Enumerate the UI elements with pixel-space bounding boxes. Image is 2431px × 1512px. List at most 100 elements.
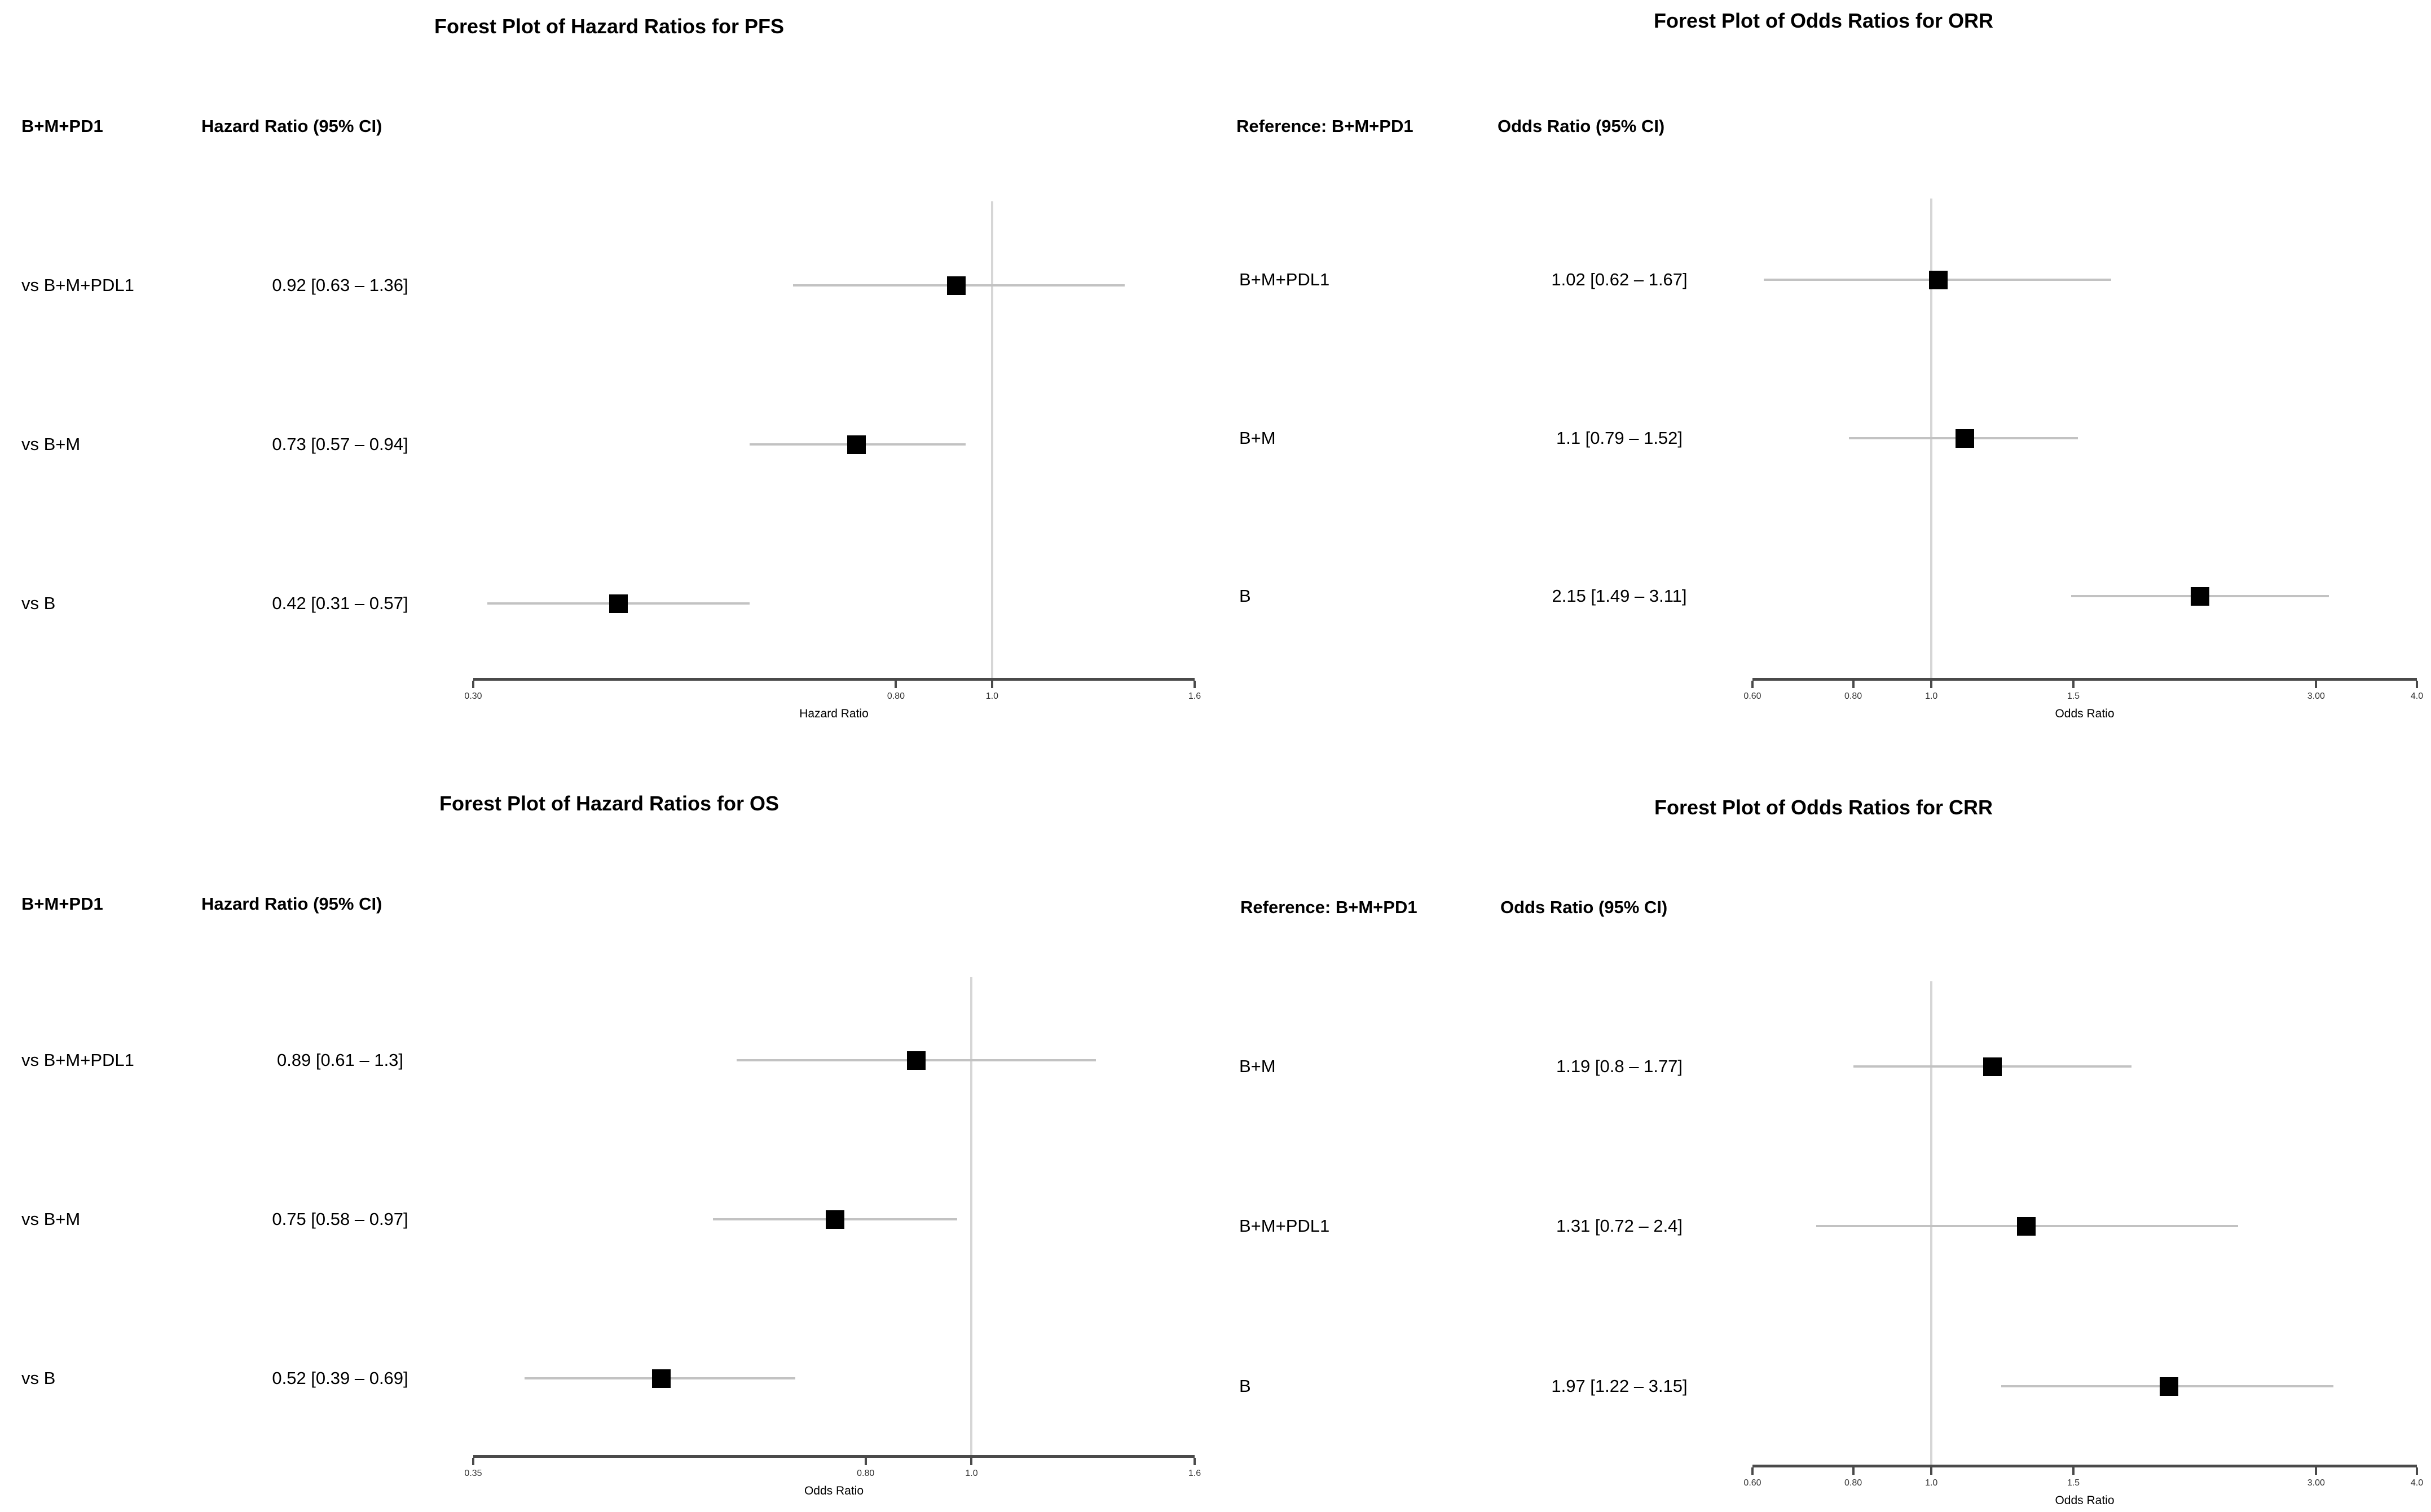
row-estimate-text: 1.1 [0.79 – 1.52] bbox=[1556, 428, 1683, 448]
axis-tick bbox=[2072, 1467, 2075, 1475]
axis-tick-label: 0.60 bbox=[1743, 1478, 1761, 1488]
column-header-estimate: Odds Ratio (95% CI) bbox=[1500, 897, 1668, 917]
row-label: B+M+PDL1 bbox=[1239, 270, 1330, 289]
chart-title: Forest Plot of Hazard Ratios for PFS bbox=[434, 15, 785, 38]
axis-tick bbox=[895, 681, 897, 688]
column-header-comparator: B+M+PD1 bbox=[21, 116, 103, 136]
row-estimate-text: 0.92 [0.63 – 1.36] bbox=[272, 275, 408, 295]
axis-tick-label: 0.60 bbox=[1743, 691, 1761, 701]
point-estimate-marker bbox=[847, 435, 866, 454]
column-header-comparator: Reference: B+M+PD1 bbox=[1240, 897, 1417, 917]
point-estimate-marker bbox=[2160, 1377, 2179, 1396]
chart-title: Forest Plot of Odds Ratios for ORR bbox=[1653, 9, 1994, 32]
axis-tick-label: 0.35 bbox=[464, 1469, 482, 1478]
forest-plot-os: Forest Plot of Hazard Ratios for OS B+M+… bbox=[0, 756, 1216, 1512]
axis-tick bbox=[1852, 681, 1855, 688]
point-estimate-marker bbox=[2016, 1217, 2036, 1236]
axis-tick-label: 1.0 bbox=[1925, 691, 1938, 701]
forest-plot-crr: Forest Plot of Odds Ratios for CRR Refer… bbox=[1216, 756, 2431, 1512]
row-label: vs B bbox=[21, 593, 56, 613]
axis-tick-label: 1.6 bbox=[1188, 691, 1201, 701]
axis-tick bbox=[472, 1458, 474, 1465]
row-label: vs B+M+PDL1 bbox=[21, 275, 134, 295]
point-estimate-marker bbox=[1956, 429, 1975, 448]
column-header-estimate: Odds Ratio (95% CI) bbox=[1498, 116, 1665, 136]
x-axis-label: Odds Ratio bbox=[2055, 707, 2115, 720]
axis-tick bbox=[2072, 681, 2075, 688]
point-estimate-marker bbox=[1983, 1057, 2002, 1076]
row-estimate-text: 1.97 [1.22 – 3.15] bbox=[1551, 1376, 1688, 1396]
axis-tick bbox=[1852, 1467, 1855, 1475]
point-estimate-marker bbox=[2190, 587, 2209, 606]
row-label: B bbox=[1239, 1376, 1251, 1396]
row-label: B bbox=[1239, 586, 1251, 606]
point-estimate-marker bbox=[947, 276, 966, 295]
row-label: vs B bbox=[21, 1368, 56, 1388]
axis-tick bbox=[2416, 1467, 2418, 1475]
row-estimate-text: 1.19 [0.8 – 1.77] bbox=[1556, 1056, 1683, 1076]
point-estimate-marker bbox=[609, 594, 628, 613]
axis-tick bbox=[2315, 681, 2318, 688]
row-estimate-text: 0.52 [0.39 – 0.69] bbox=[272, 1368, 408, 1388]
axis-tick bbox=[1751, 1467, 1754, 1475]
point-estimate-marker bbox=[652, 1369, 671, 1388]
row-estimate-text: 0.75 [0.58 – 0.97] bbox=[272, 1209, 408, 1229]
row-estimate-text: 1.02 [0.62 – 1.67] bbox=[1551, 270, 1688, 289]
axis-tick-label: 0.80 bbox=[887, 691, 905, 701]
axis-tick-label: 0.30 bbox=[464, 691, 482, 701]
row-label: B+M bbox=[1239, 428, 1276, 448]
x-axis-label: Hazard Ratio bbox=[799, 707, 869, 720]
axis-tick-label: 3.00 bbox=[2307, 691, 2325, 701]
row-label: vs B+M bbox=[21, 1209, 81, 1229]
x-axis bbox=[473, 1455, 1195, 1458]
axis-tick-label: 0.80 bbox=[857, 1469, 875, 1478]
axis-tick-label: 4.0 bbox=[2410, 691, 2424, 701]
axis-tick-label: 1.0 bbox=[1925, 1478, 1938, 1488]
row-label: B+M bbox=[1239, 1056, 1276, 1076]
x-axis-label: Odds Ratio bbox=[804, 1484, 864, 1497]
row-label: vs B+M bbox=[21, 434, 81, 454]
axis-tick bbox=[1751, 681, 1754, 688]
axis-tick bbox=[1930, 1467, 1933, 1475]
axis-tick bbox=[2416, 681, 2418, 688]
x-axis bbox=[473, 678, 1195, 681]
axis-tick-label: 1.5 bbox=[2067, 691, 2080, 701]
reference-line bbox=[1930, 981, 1933, 1465]
chart-title: Forest Plot of Hazard Ratios for OS bbox=[439, 792, 779, 815]
axis-tick-label: 1.0 bbox=[985, 691, 999, 701]
axis-tick-label: 4.0 bbox=[2410, 1478, 2424, 1488]
point-estimate-marker bbox=[826, 1210, 845, 1229]
row-estimate-text: 2.15 [1.49 – 3.11] bbox=[1552, 586, 1687, 606]
forest-plot-orr: Forest Plot of Odds Ratios for ORR Refer… bbox=[1216, 0, 2431, 756]
point-estimate-marker bbox=[907, 1051, 926, 1070]
point-estimate-marker bbox=[1929, 271, 1948, 289]
column-header-comparator: Reference: B+M+PD1 bbox=[1236, 116, 1413, 136]
reference-line bbox=[970, 977, 973, 1455]
column-header-estimate: Hazard Ratio (95% CI) bbox=[201, 894, 382, 914]
axis-tick-label: 1.0 bbox=[965, 1469, 978, 1478]
row-label: B+M+PDL1 bbox=[1239, 1216, 1330, 1236]
column-header-comparator: B+M+PD1 bbox=[21, 894, 103, 914]
x-axis bbox=[1752, 678, 2417, 681]
forest-plot-pfs: Forest Plot of Hazard Ratios for PFS B+M… bbox=[0, 0, 1216, 756]
axis-tick bbox=[990, 681, 993, 688]
axis-tick bbox=[1194, 681, 1196, 688]
axis-tick bbox=[472, 681, 474, 688]
axis-tick bbox=[864, 1458, 867, 1465]
chart-title: Forest Plot of Odds Ratios for CRR bbox=[1654, 796, 1993, 819]
axis-tick bbox=[1194, 1458, 1196, 1465]
axis-tick bbox=[2315, 1467, 2318, 1475]
row-estimate-text: 0.73 [0.57 – 0.94] bbox=[272, 434, 408, 454]
row-estimate-text: 0.42 [0.31 – 0.57] bbox=[272, 593, 408, 613]
axis-tick-label: 0.80 bbox=[1844, 1478, 1862, 1488]
column-header-estimate: Hazard Ratio (95% CI) bbox=[201, 116, 382, 136]
reference-line bbox=[990, 201, 993, 678]
axis-tick-label: 1.5 bbox=[2067, 1478, 2080, 1488]
axis-tick-label: 1.6 bbox=[1188, 1469, 1201, 1478]
axis-tick-label: 0.80 bbox=[1844, 691, 1862, 701]
x-axis-label: Odds Ratio bbox=[2055, 1494, 2115, 1507]
row-estimate-text: 0.89 [0.61 – 1.3] bbox=[276, 1050, 404, 1070]
x-axis bbox=[1752, 1465, 2417, 1467]
axis-tick bbox=[970, 1458, 973, 1465]
row-label: vs B+M+PDL1 bbox=[21, 1050, 134, 1070]
